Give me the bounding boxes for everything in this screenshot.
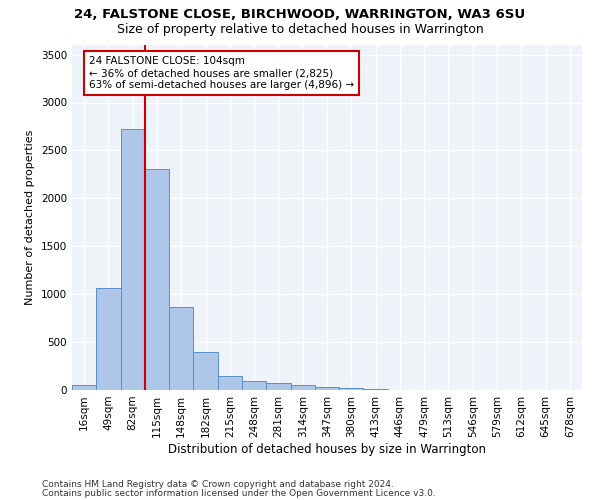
Bar	[339, 388, 364, 390]
Text: Size of property relative to detached houses in Warrington: Size of property relative to detached ho…	[116, 22, 484, 36]
Bar	[266, 384, 290, 390]
Bar	[290, 385, 315, 390]
X-axis label: Distribution of detached houses by size in Warrington: Distribution of detached houses by size …	[168, 442, 486, 456]
Text: Contains public sector information licensed under the Open Government Licence v3: Contains public sector information licen…	[42, 488, 436, 498]
Bar	[193, 352, 218, 390]
Bar	[364, 389, 388, 390]
Bar	[121, 130, 145, 390]
Bar	[72, 385, 96, 390]
Text: Contains HM Land Registry data © Crown copyright and database right 2024.: Contains HM Land Registry data © Crown c…	[42, 480, 394, 489]
Bar	[315, 387, 339, 390]
Bar	[169, 306, 193, 390]
Bar	[218, 376, 242, 390]
Y-axis label: Number of detached properties: Number of detached properties	[25, 130, 35, 305]
Text: 24 FALSTONE CLOSE: 104sqm
← 36% of detached houses are smaller (2,825)
63% of se: 24 FALSTONE CLOSE: 104sqm ← 36% of detac…	[89, 56, 354, 90]
Bar	[145, 168, 169, 390]
Bar	[96, 288, 121, 390]
Bar	[242, 382, 266, 390]
Text: 24, FALSTONE CLOSE, BIRCHWOOD, WARRINGTON, WA3 6SU: 24, FALSTONE CLOSE, BIRCHWOOD, WARRINGTO…	[74, 8, 526, 20]
